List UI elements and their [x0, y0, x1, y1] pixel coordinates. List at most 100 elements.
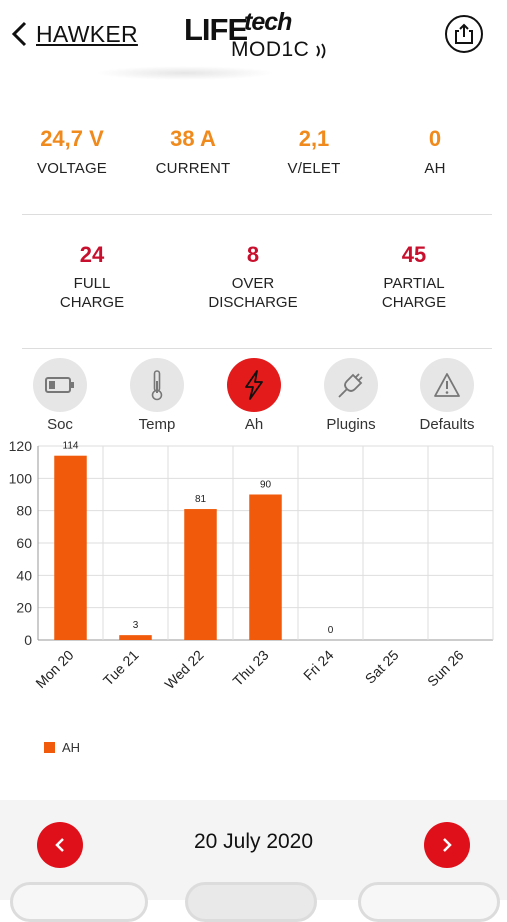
- header-shadow: [95, 66, 275, 80]
- tab-label: Plugins: [326, 416, 376, 433]
- logo-tech-text: tech: [244, 8, 292, 36]
- bar: [184, 509, 217, 640]
- legend-swatch: [44, 742, 55, 753]
- stat-label: CURRENT: [155, 160, 231, 177]
- stat-voltage: 24,7 V VOLTAGE: [22, 124, 122, 177]
- tab-plugins[interactable]: Plugins: [306, 358, 396, 433]
- previous-date-button[interactable]: [37, 822, 83, 868]
- stat-ah: 0 AH: [385, 124, 485, 177]
- bottom-tab-middle[interactable]: [185, 882, 317, 922]
- y-tick-label: 80: [16, 503, 32, 519]
- share-button[interactable]: [445, 15, 483, 53]
- x-tick-label: Fri 24: [300, 647, 337, 684]
- x-tick-label: Sat 25: [362, 647, 402, 687]
- y-tick-label: 0: [24, 632, 32, 648]
- current-date: 20 July 2020: [193, 830, 314, 853]
- stat-label: V/ELET: [287, 160, 341, 177]
- tab-label: Ah: [244, 416, 264, 433]
- stat-label-line2: DISCHARGE: [208, 294, 298, 311]
- date-footer: 20 July 2020: [0, 800, 507, 922]
- bottom-tab-left[interactable]: [10, 882, 148, 922]
- stat-value: 24,7 V: [40, 126, 104, 151]
- chevron-right-icon: [443, 838, 452, 852]
- tab-label: Defaults: [419, 416, 475, 433]
- logo-mod-text: MOD1C: [231, 38, 310, 61]
- tab-defaults[interactable]: Defaults: [402, 358, 492, 433]
- tab-circle: [130, 358, 184, 412]
- tab-ah[interactable]: Ah: [209, 358, 299, 433]
- metric-tabs: Soc Temp Ah Plugins: [0, 358, 507, 434]
- plug-icon: [338, 373, 363, 398]
- divider: [22, 214, 492, 215]
- y-tick-label: 40: [16, 567, 32, 583]
- stat-label-line2: CHARGE: [381, 294, 447, 311]
- wireless-icon: [316, 43, 326, 59]
- bar: [249, 494, 282, 640]
- back-label: HAWKER: [36, 20, 138, 47]
- bar: [54, 455, 87, 640]
- back-button[interactable]: HAWKER: [10, 14, 138, 54]
- chart-svg: 0 20 40 60 80 100 120 114 Mon 20 3 Tue 21 81 Wed 22 9…: [9, 438, 494, 692]
- stat-full-charge: 24 FULL CHARGE: [32, 240, 152, 312]
- logo-life-text: LIFE: [184, 12, 248, 47]
- stat-current: 38 A CURRENT: [143, 124, 243, 177]
- lightning-icon: [245, 370, 263, 400]
- legend-label: AH: [62, 740, 81, 755]
- stats-bottom-row: 24 FULL CHARGE 8 OVER DISCHARGE 45 PARTI…: [0, 240, 507, 320]
- x-tick-label: Sun 26: [424, 647, 467, 690]
- next-date-button[interactable]: [424, 822, 470, 868]
- chevron-left-icon: [55, 838, 64, 852]
- y-tick-label: 120: [9, 438, 33, 454]
- y-tick-label: 100: [9, 470, 33, 486]
- tab-soc[interactable]: Soc: [15, 358, 105, 433]
- battery-icon: [45, 377, 74, 393]
- x-tick-label: Mon 20: [32, 647, 76, 691]
- tab-circle: [227, 358, 281, 412]
- tab-circle: [324, 358, 378, 412]
- stat-value: 2,1: [298, 126, 330, 151]
- app-header: HAWKER LIFE tech MOD1C: [0, 0, 507, 68]
- stat-value: 45: [401, 242, 427, 267]
- tab-temp[interactable]: Temp: [112, 358, 202, 433]
- y-tick-label: 60: [16, 535, 32, 551]
- data-label: 3: [133, 620, 139, 631]
- bottom-tab-right[interactable]: [358, 882, 500, 922]
- tab-circle: [33, 358, 87, 412]
- stat-label: FULL CHARGE: [32, 274, 152, 312]
- tab-label: Temp: [138, 416, 176, 433]
- ah-bar-chart: 0 20 40 60 80 100 120 114 Mon 20 3 Tue 21 81 Wed 22 9…: [0, 436, 507, 756]
- x-tick-label: Tue 21: [100, 647, 142, 689]
- stat-over-discharge: 8 OVER DISCHARGE: [188, 240, 318, 312]
- stat-label-line2: CHARGE: [59, 294, 125, 311]
- stat-label: VOLTAGE: [36, 160, 108, 177]
- x-tick-label: Thu 23: [229, 647, 271, 689]
- data-label: 114: [63, 441, 79, 452]
- bar: [119, 635, 152, 640]
- stat-label-line1: OVER: [231, 275, 275, 292]
- chart-legend: AH: [44, 740, 80, 755]
- stat-label: AH: [424, 160, 446, 177]
- data-label: 90: [260, 480, 272, 491]
- stats-top-row: 24,7 V VOLTAGE 38 A CURRENT 2,1 V/ELET 0…: [0, 124, 507, 184]
- x-tick-label: Wed 22: [161, 647, 206, 692]
- stat-value: 8: [246, 242, 260, 267]
- stat-label: OVER DISCHARGE: [188, 274, 318, 312]
- stat-value: 24: [79, 242, 105, 267]
- tab-circle: [420, 358, 474, 412]
- stat-partial-charge: 45 PARTIAL CHARGE: [354, 240, 474, 312]
- data-label: 81: [195, 494, 207, 505]
- stat-value: 0: [428, 126, 442, 151]
- stat-label-line1: PARTIAL: [383, 275, 445, 292]
- divider: [22, 348, 492, 349]
- lifetech-logo: LIFE tech MOD1C: [184, 8, 334, 64]
- data-label: 0: [328, 625, 334, 636]
- stat-label: PARTIAL CHARGE: [354, 274, 474, 312]
- share-icon: [455, 23, 473, 44]
- stat-label-line1: FULL: [73, 275, 111, 292]
- y-tick-label: 20: [16, 600, 32, 616]
- warning-icon: [434, 373, 460, 397]
- stat-v-elet: 2,1 V/ELET: [264, 124, 364, 177]
- thermometer-icon: [151, 370, 163, 401]
- chevron-left-icon: [11, 21, 27, 47]
- stat-value: 38 A: [170, 126, 216, 151]
